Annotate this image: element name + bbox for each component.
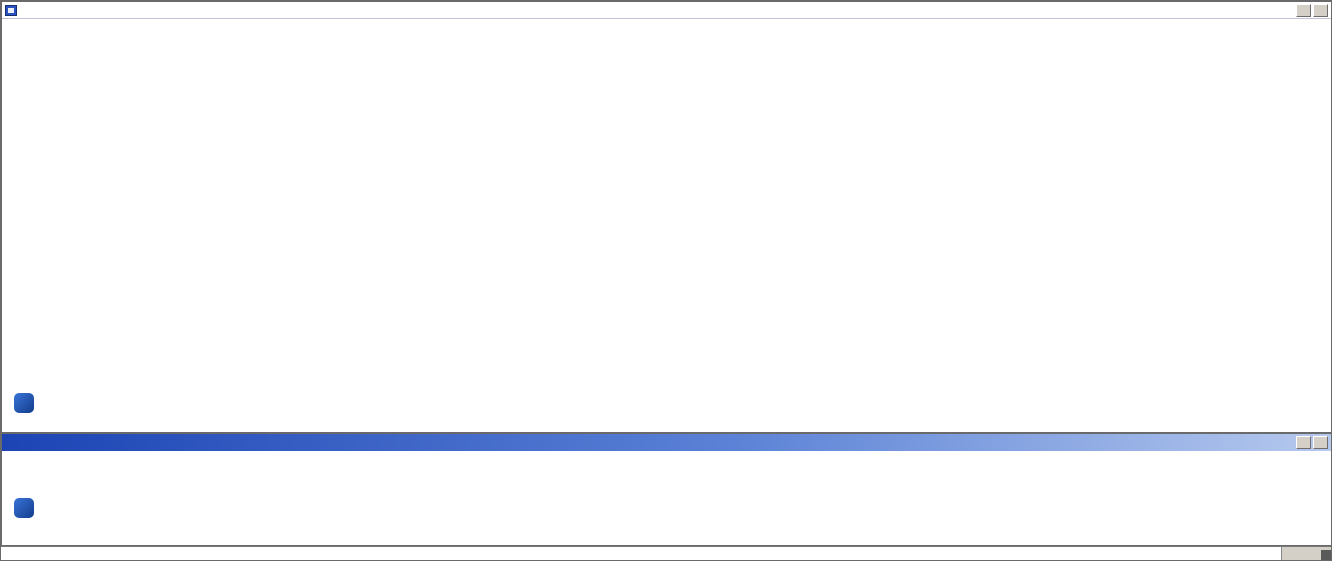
price-window-titlebar[interactable] <box>2 2 1331 19</box>
maximize-icon[interactable] <box>1296 436 1311 449</box>
close-icon[interactable] <box>1313 3 1328 17</box>
rsi-window-titlebar[interactable] <box>2 434 1331 451</box>
window-buttons <box>1296 3 1329 17</box>
maximize-icon[interactable] <box>1296 3 1311 17</box>
netstation-logo-icon <box>14 498 34 518</box>
rsi-chart-canvas[interactable] <box>2 451 302 560</box>
netstation-logo <box>14 498 39 518</box>
window-icon <box>5 4 17 16</box>
close-icon[interactable] <box>1313 436 1328 449</box>
bottom-right-corner <box>1281 546 1331 560</box>
rsi-window <box>1 433 1331 560</box>
netstation-logo <box>14 393 39 413</box>
time-axis <box>1 546 1281 560</box>
netstation-logo-icon <box>14 393 34 413</box>
price-chart-window <box>1 1 1331 433</box>
price-chart-canvas[interactable] <box>2 19 302 169</box>
resize-grip[interactable] <box>1321 550 1331 560</box>
window-buttons <box>1296 436 1329 449</box>
